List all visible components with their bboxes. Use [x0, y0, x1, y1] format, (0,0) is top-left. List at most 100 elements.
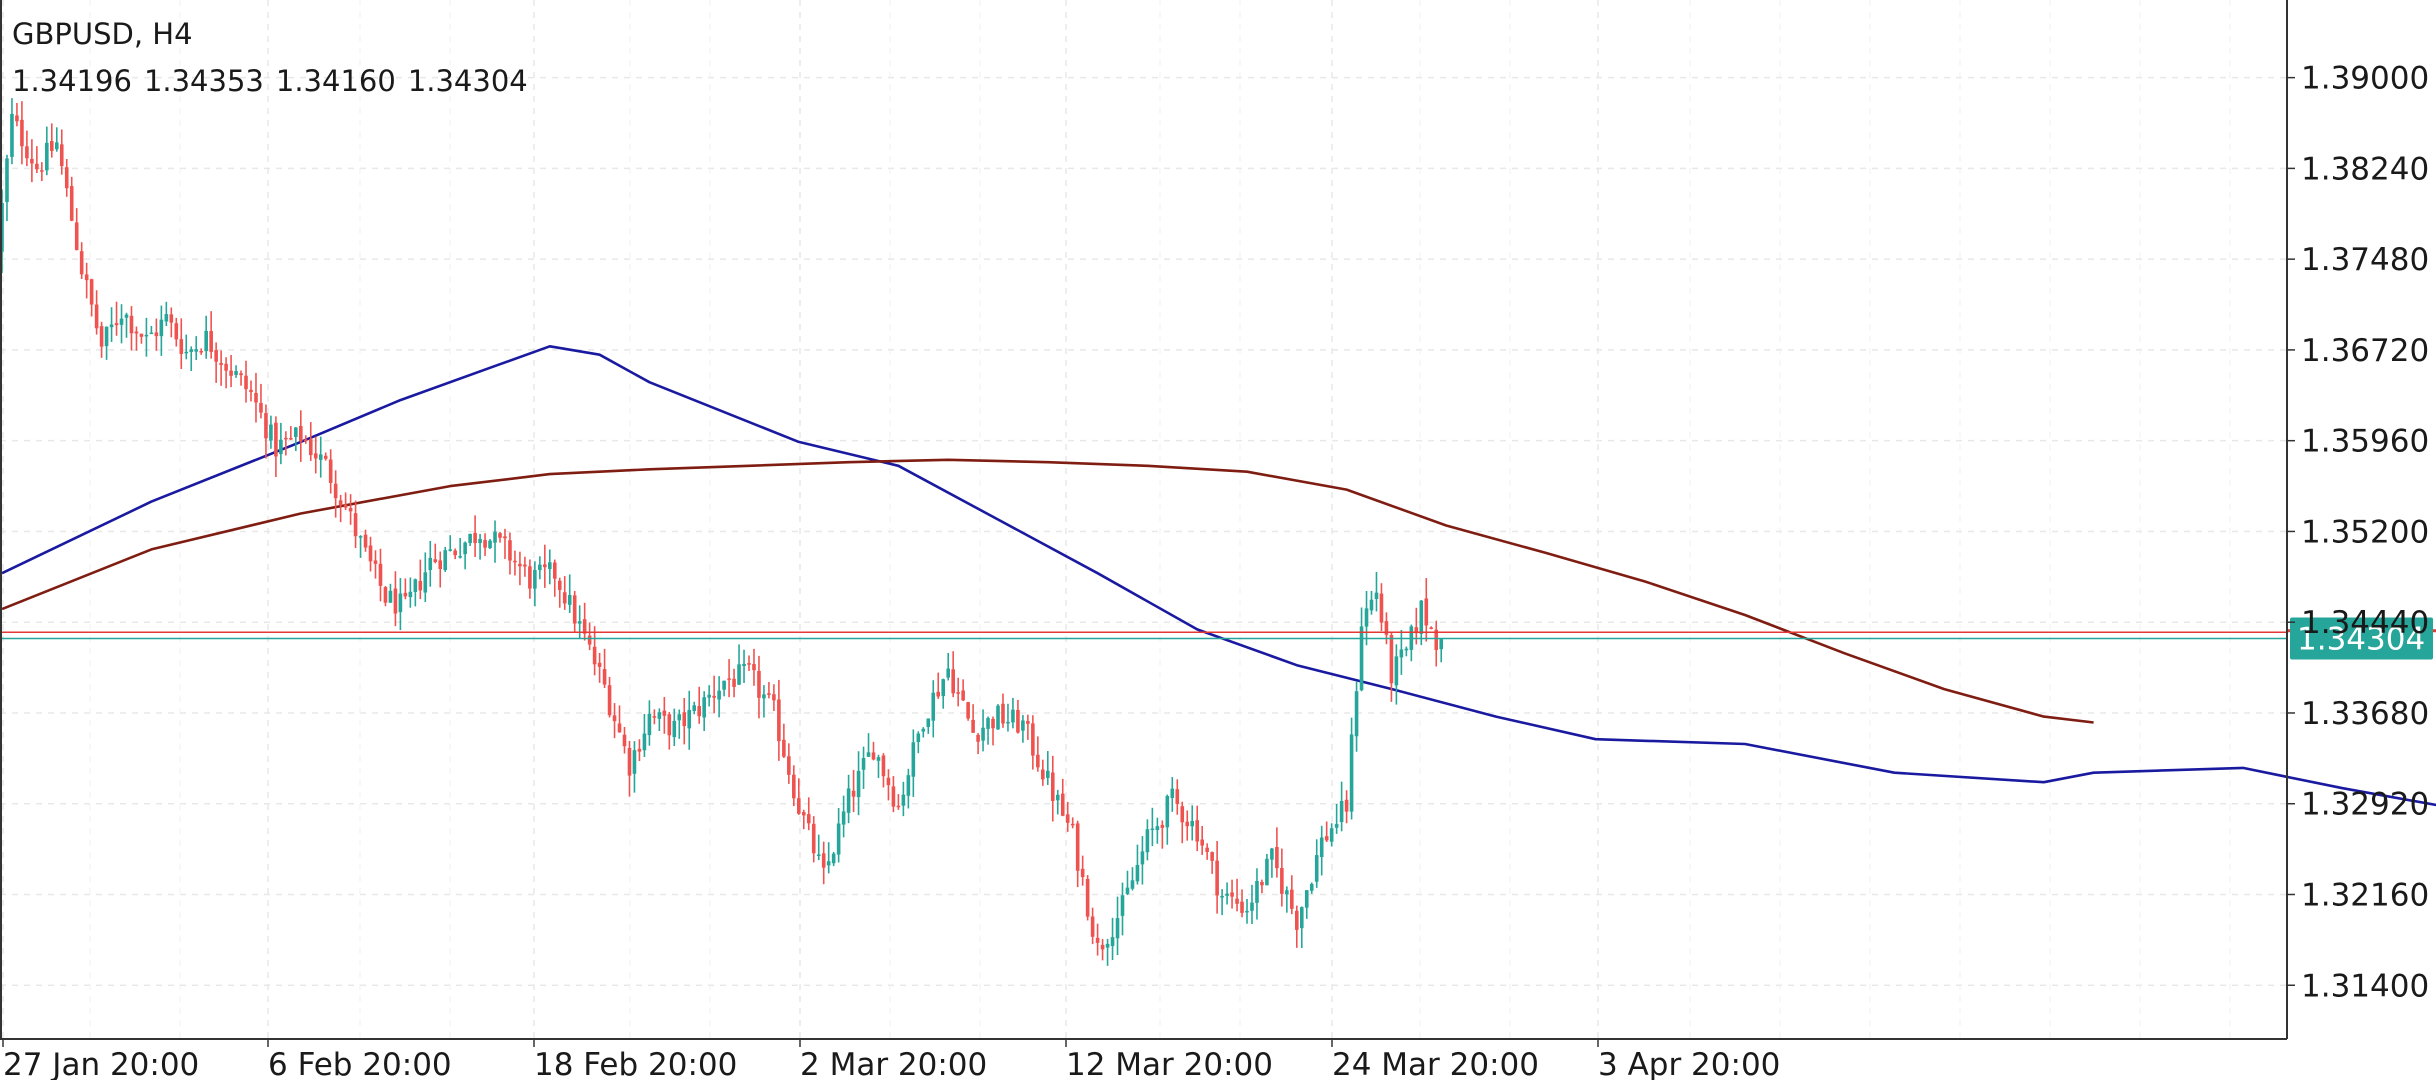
- candle-body-bear: [667, 714, 672, 736]
- candle-body-bull: [443, 550, 448, 571]
- candle-body-bear: [871, 752, 876, 760]
- candle-body-bear: [518, 563, 522, 567]
- candle-body-bear: [299, 425, 303, 442]
- candle-body-bear: [89, 279, 94, 305]
- candle-body-bear: [1280, 867, 1284, 894]
- candle-body-bull: [846, 788, 851, 813]
- candle-body-bull: [413, 579, 418, 592]
- candle-body-bull: [144, 334, 149, 337]
- candle-body-bull: [358, 536, 363, 538]
- candle-body-bear: [393, 588, 398, 614]
- y-tick-label: 1.39000: [2301, 61, 2429, 97]
- candle-body-bear: [1085, 878, 1090, 917]
- candle-body-bull: [54, 142, 59, 150]
- candle-body-bear: [303, 439, 308, 442]
- candle-body-bull: [1225, 893, 1229, 896]
- x-tick-label: 6 Feb 20:00: [268, 1047, 452, 1080]
- candle-body-bull: [1439, 638, 1444, 650]
- candle-body-bear: [343, 504, 348, 508]
- candle-body-bull: [861, 758, 866, 770]
- candle-body-bear: [1290, 889, 1294, 909]
- candle-body-bull: [996, 705, 1000, 730]
- ma-slow-line: [1, 458, 2094, 724]
- candle-body-bear: [597, 662, 602, 667]
- candle-body-bear: [503, 536, 507, 539]
- candle-body-bear: [1036, 754, 1040, 768]
- candle-body-bear: [1031, 723, 1035, 756]
- candle-body-bear: [881, 755, 886, 777]
- candle-body-bear: [219, 362, 223, 365]
- candle-body-bull: [926, 718, 931, 727]
- candle-body-bull: [1354, 691, 1359, 737]
- candle-body-bear: [528, 566, 532, 589]
- candle-body-bull: [149, 332, 154, 335]
- candle-body-bull: [1110, 937, 1115, 947]
- candle-body-bear: [572, 595, 577, 624]
- candlesticks: [0, 98, 1444, 966]
- candle-body-bull: [1265, 858, 1269, 886]
- candle-body-bear: [582, 619, 587, 634]
- candle-body-bear: [1324, 836, 1329, 841]
- candle-body-bear: [134, 331, 139, 334]
- candle-body-bull: [428, 557, 433, 571]
- candle-body-bear: [602, 669, 607, 685]
- candle-body-bull: [318, 454, 323, 460]
- candle-body-bear: [254, 392, 258, 403]
- candle-body-bull: [762, 694, 766, 699]
- candle-body-bull: [632, 750, 637, 774]
- candle-body-bull: [577, 621, 582, 624]
- candle-body-bull: [269, 424, 273, 441]
- candle-body-bear: [333, 483, 338, 499]
- candle-body-bear: [961, 690, 965, 701]
- candle-body-bear: [363, 534, 368, 548]
- candle-body-bear: [936, 691, 941, 697]
- candle-body-bear: [592, 646, 597, 665]
- candle-body-bear: [508, 540, 512, 561]
- candle-body-bear: [264, 413, 268, 439]
- candle-body-bear: [174, 323, 179, 340]
- candle-body-bear: [249, 389, 253, 393]
- candle-body-bull: [204, 330, 208, 352]
- candle-body-bull: [916, 733, 921, 742]
- candle-body-bear: [1060, 793, 1065, 816]
- candle-body-bull: [1270, 848, 1274, 860]
- candle-body-bear: [378, 563, 383, 586]
- candle-body-bull: [742, 663, 746, 667]
- candle-body-bull: [692, 705, 697, 711]
- candle-body-bull: [1250, 902, 1254, 911]
- candle-body-bear: [682, 712, 687, 727]
- candle-body-bear: [971, 719, 975, 733]
- candle-body-bear: [1090, 916, 1095, 937]
- candle-body-bull: [408, 591, 413, 598]
- candle-body-bull: [836, 823, 841, 855]
- candle-body-bear: [239, 373, 243, 376]
- candle-body-bear: [956, 692, 960, 694]
- candle-body-bull: [1394, 656, 1399, 686]
- candle-body-bear: [284, 437, 288, 440]
- candle-body-bear: [757, 670, 761, 698]
- x-tick-label: 12 Mar 20:00: [1066, 1047, 1273, 1080]
- candle-body-bear: [368, 545, 373, 562]
- candle-body-bear: [627, 747, 632, 776]
- candle-body-bear: [1195, 820, 1199, 842]
- candle-body-bull: [1190, 820, 1195, 827]
- candle-body-bull: [119, 318, 124, 325]
- candle-body-bear: [991, 718, 995, 729]
- candle-body-bull: [458, 556, 462, 558]
- candle-body-bear: [1070, 823, 1075, 826]
- candle-body-bull: [1130, 880, 1135, 889]
- candle-body-bull: [1309, 883, 1314, 891]
- candle-body-bear: [1185, 821, 1190, 827]
- candle-body-bear: [1016, 709, 1020, 733]
- candle-body-bear: [732, 678, 736, 687]
- candle-body-bear: [951, 669, 955, 694]
- x-tick-label: 24 Mar 20:00: [1332, 1047, 1539, 1080]
- candle-body-bull: [677, 714, 682, 721]
- candle-body-bear: [373, 560, 378, 564]
- candle-body-bull: [687, 709, 692, 729]
- candle-body-bear: [154, 332, 159, 337]
- candle-body-bear: [483, 539, 487, 548]
- x-tick-label: 3 Apr 20:00: [1598, 1047, 1780, 1080]
